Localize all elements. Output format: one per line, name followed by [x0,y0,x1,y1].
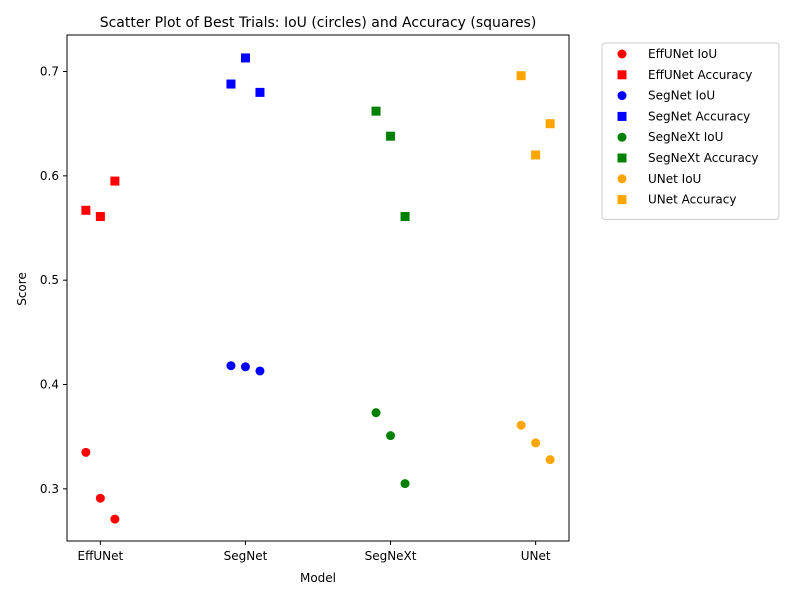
y-tick-label: 0.4 [40,378,59,392]
data-point-iou [240,362,250,372]
data-point-iou [255,366,265,376]
plot-frame [66,34,570,542]
legend-entry-label: SegNeXt IoU [648,130,723,144]
data-point-accuracy [545,119,555,129]
data-point-accuracy [516,71,526,81]
data-point-accuracy [386,131,396,141]
data-point-iou [226,361,236,371]
x-tick-label: SegNeXt [365,549,417,563]
legend-marker-square [617,153,627,163]
data-point-iou [95,493,105,503]
data-point-accuracy [81,205,91,215]
legend-marker-circle [617,174,627,184]
legend-entry-label: SegNeXt Accuracy [648,151,759,165]
legend: EffUNet IoU EffUNet Accuracy SegNet IoU Seg… [601,42,780,220]
data-point-accuracy [226,79,236,89]
x-axis-label: Model [300,571,336,585]
y-axis-ticks: 0.3 0.4 0.5 0.6 0.7 [40,65,67,496]
data-point-accuracy [371,106,381,116]
x-tick-label: UNet [521,549,551,563]
data-point-accuracy [255,87,265,97]
legend-entry-label: EffUNet IoU [648,47,717,61]
legend-marker-square [617,195,627,205]
x-tick-label: SegNet [224,549,268,563]
legend-entry-label: UNet IoU [648,172,701,186]
data-point-iou [545,455,555,465]
data-point-iou [386,431,396,441]
data-point-iou [110,514,120,524]
y-tick-label: 0.6 [40,169,59,183]
legend-entry-label: SegNet Accuracy [648,109,750,123]
plot-marks [81,53,555,524]
x-axis-ticks: EffUNet SegNet SegNeXt UNet [78,541,551,563]
data-point-iou [81,447,91,457]
legend-entry-label: UNet Accuracy [648,193,736,207]
data-point-accuracy [240,53,250,63]
y-tick-label: 0.5 [40,273,59,287]
data-point-iou [371,408,381,418]
legend-marker-square [617,70,627,80]
legend-frame [601,42,780,220]
legend-marker-square [617,111,627,121]
legend-marker-circle [617,91,627,101]
data-point-iou [400,479,410,489]
data-point-accuracy [95,212,105,222]
x-tick-label: EffUNet [78,549,124,563]
data-point-iou [516,420,526,430]
data-point-accuracy [400,212,410,222]
legend-marker-circle [617,49,627,59]
y-tick-label: 0.3 [40,482,59,496]
chart-title: Scatter Plot of Best Trials: IoU (circle… [100,15,537,31]
data-point-accuracy [110,176,120,186]
legend-entry-label: SegNet IoU [648,89,715,103]
data-point-accuracy [531,150,541,160]
legend-entry-label: EffUNet Accuracy [648,68,752,82]
legend-marker-circle [617,132,627,142]
y-tick-label: 0.7 [40,65,59,79]
data-point-iou [531,438,541,448]
y-axis-label: Score [15,272,29,306]
